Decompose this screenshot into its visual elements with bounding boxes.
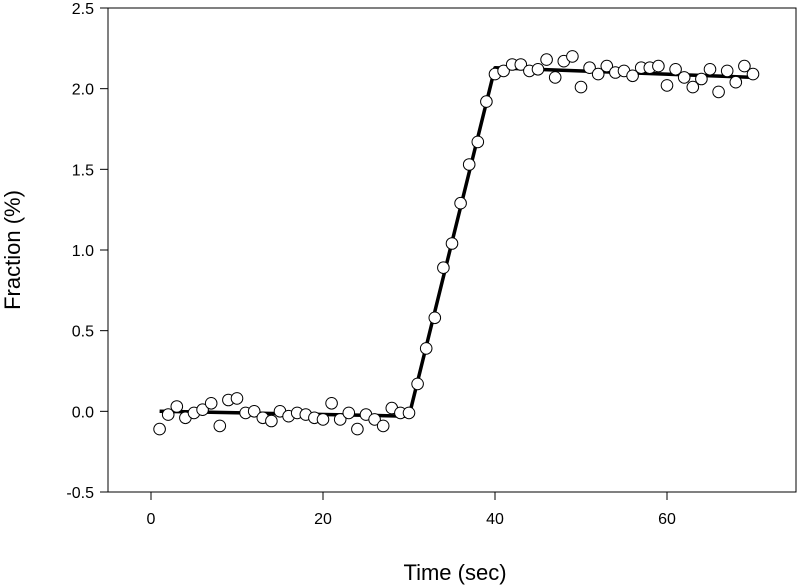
data-point <box>695 72 708 86</box>
data-point <box>454 196 467 210</box>
plot-frame <box>107 7 797 493</box>
data-point <box>660 79 674 92</box>
data-point <box>729 75 743 89</box>
x-tick-label: 0 <box>147 511 156 528</box>
data-point <box>548 71 562 84</box>
data-point <box>531 63 545 76</box>
data-point <box>342 406 356 420</box>
data-point <box>497 64 510 78</box>
y-tick-label: 2.0 <box>72 82 94 99</box>
data-point <box>230 392 244 405</box>
y-tick-label: -0.5 <box>66 485 94 502</box>
y-tick-label: 1.0 <box>72 243 94 260</box>
data-point <box>368 413 381 426</box>
data-point <box>376 419 390 433</box>
data-point <box>746 67 760 81</box>
data-point <box>402 406 416 420</box>
data-point <box>419 342 433 355</box>
data-point <box>247 405 261 418</box>
x-tick-label: 40 <box>486 511 504 528</box>
tick-labels: 0 20 40 60 -0.5 0.0 0.5 1.0 1.5 2.0 2.5 <box>66 1 676 528</box>
data-point <box>204 397 218 410</box>
data-point <box>712 85 725 99</box>
data-point <box>445 237 459 250</box>
y-tick-label: 0.0 <box>72 404 94 421</box>
data-point <box>213 419 227 433</box>
data-point <box>540 53 553 66</box>
x-tick-label: 20 <box>314 511 332 528</box>
data-point <box>161 408 175 421</box>
data-point <box>196 403 209 417</box>
tick-marks <box>100 7 668 500</box>
data-point <box>411 377 424 391</box>
axes <box>107 7 797 493</box>
data-point <box>462 158 476 171</box>
data-point <box>574 80 588 94</box>
y-axis-title: Fraction (%) <box>0 190 25 310</box>
data-point <box>591 67 605 81</box>
data-point <box>437 261 450 275</box>
data-point <box>428 311 442 325</box>
data-point <box>703 63 717 76</box>
data-point <box>265 414 278 428</box>
data-point <box>480 95 493 108</box>
data-point <box>325 397 338 410</box>
data-point <box>738 59 751 73</box>
data-point <box>514 58 528 71</box>
data-point <box>686 80 700 94</box>
data-point <box>351 422 364 436</box>
data-point <box>626 69 639 83</box>
y-tick-label: 1.5 <box>72 162 94 179</box>
data-points <box>153 50 760 436</box>
data-point <box>471 135 485 149</box>
data-point <box>316 413 330 426</box>
data-point <box>652 59 665 73</box>
data-point <box>583 61 596 74</box>
data-point <box>333 413 347 426</box>
data-point <box>677 71 691 84</box>
data-point <box>669 63 682 76</box>
data-point <box>170 400 184 413</box>
x-axis-title: Time (sec) <box>403 560 506 585</box>
y-tick-label: 0.5 <box>72 324 94 341</box>
data-point <box>600 59 614 73</box>
data-point <box>153 422 166 436</box>
x-tick-label: 60 <box>658 511 676 528</box>
y-tick-label: 2.5 <box>72 1 94 18</box>
data-point <box>566 50 579 63</box>
data-point <box>720 64 734 78</box>
